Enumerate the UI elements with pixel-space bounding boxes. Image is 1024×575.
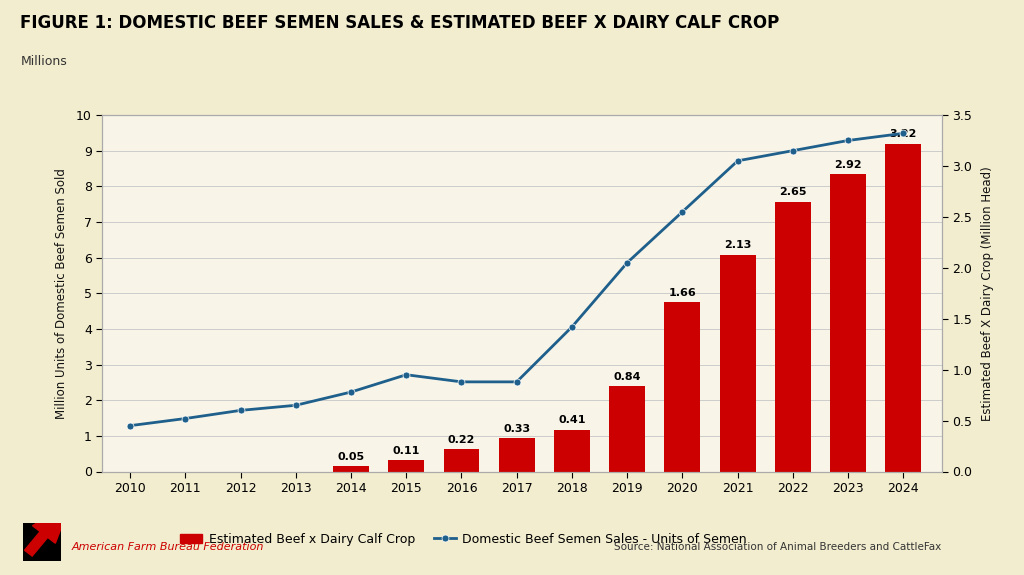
Bar [886,144,922,472]
Text: 2.13: 2.13 [724,240,752,250]
Text: 0.84: 0.84 [613,371,641,382]
Bar [720,255,756,472]
Text: 3.22: 3.22 [890,129,918,139]
Y-axis label: Million Units of Domestic Beef Semen Sold: Million Units of Domestic Beef Semen Sol… [54,168,68,419]
Bar [609,386,645,472]
Y-axis label: Estimated Beef X Dairy Crop (Million Head): Estimated Beef X Dairy Crop (Million Hea… [981,166,994,421]
Bar [665,302,700,471]
Text: Millions: Millions [20,55,68,68]
Bar [775,202,811,472]
Legend: Estimated Beef x Dairy Calf Crop, Domestic Beef Semen Sales - Units of Semen: Estimated Beef x Dairy Calf Crop, Domest… [175,528,752,551]
Bar [388,461,424,472]
Text: 0.11: 0.11 [392,446,420,456]
Bar [499,438,535,472]
Bar [333,466,369,472]
Bar [443,449,479,471]
Text: 0.22: 0.22 [447,435,475,445]
Text: 2.65: 2.65 [779,187,807,197]
Text: Source: National Association of Animal Breeders and CattleFax: Source: National Association of Animal B… [614,542,942,552]
Text: FIGURE 1: DOMESTIC BEEF SEMEN SALES & ESTIMATED BEEF X DAIRY CALF CROP: FIGURE 1: DOMESTIC BEEF SEMEN SALES & ES… [20,14,779,32]
Bar [830,174,866,471]
Text: American Farm Bureau Federation: American Farm Bureau Federation [72,542,264,552]
Text: 0.41: 0.41 [558,416,586,426]
Text: 0.33: 0.33 [503,424,530,434]
Bar [554,430,590,471]
Text: 0.05: 0.05 [338,452,365,462]
FancyArrow shape [25,501,72,556]
Text: 1.66: 1.66 [669,288,696,298]
Text: 2.92: 2.92 [835,160,862,170]
